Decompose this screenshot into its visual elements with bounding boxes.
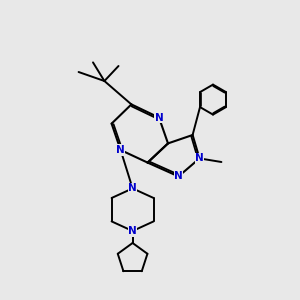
Text: N: N <box>128 226 137 236</box>
Text: N: N <box>128 183 137 194</box>
Text: N: N <box>116 145 125 155</box>
Text: N: N <box>154 112 164 123</box>
Text: N: N <box>174 171 183 182</box>
Text: N: N <box>195 153 204 164</box>
